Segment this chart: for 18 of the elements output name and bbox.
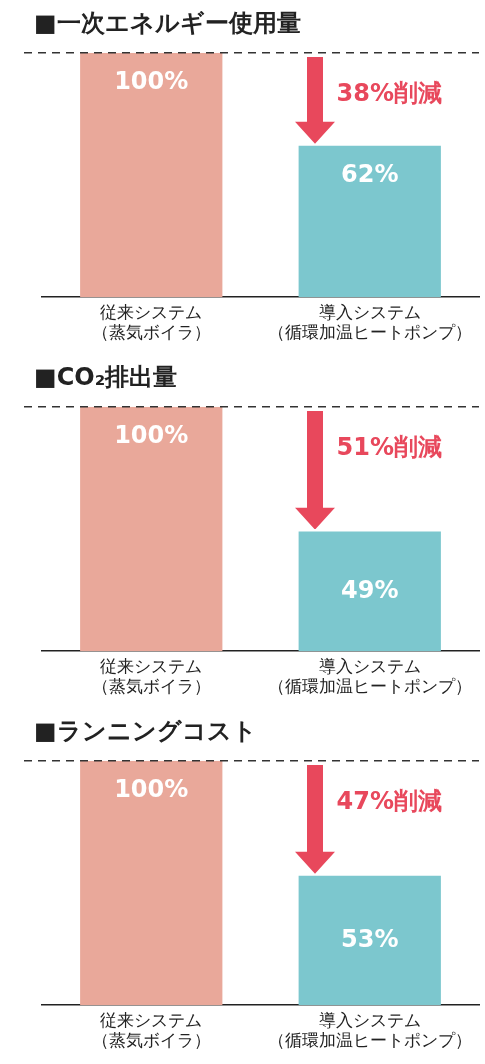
data-label: 100% (114, 67, 189, 96)
data-label: 62% (341, 159, 399, 188)
chart-title: ■CO₂排出量 (34, 362, 178, 391)
x-tick-label: 導入システム（循環加温ヒートポンプ） (267, 1009, 472, 1051)
annotation: 51%削減 (336, 433, 443, 462)
x-tick-label: 従来システム（蒸気ボイラ） (91, 1009, 211, 1051)
data-label: 53% (341, 924, 399, 953)
annotation: 47%削減 (336, 787, 443, 816)
chart-title: ■一次エネルギー使用量 (34, 8, 301, 37)
chart-title: ■ランニングコスト (34, 716, 257, 745)
x-tick-label: 導入システム（循環加温ヒートポンプ） (267, 301, 472, 343)
x-tick-label: 従来システム（蒸気ボイラ） (91, 301, 211, 343)
x-tick-label: 従来システム（蒸気ボイラ） (91, 655, 211, 697)
annotation: 38%削減 (336, 79, 443, 108)
data-label: 49% (341, 575, 399, 604)
data-label: 100% (114, 775, 189, 804)
data-label: 100% (114, 421, 189, 450)
x-tick-label: 導入システム（循環加温ヒートポンプ） (267, 655, 472, 697)
